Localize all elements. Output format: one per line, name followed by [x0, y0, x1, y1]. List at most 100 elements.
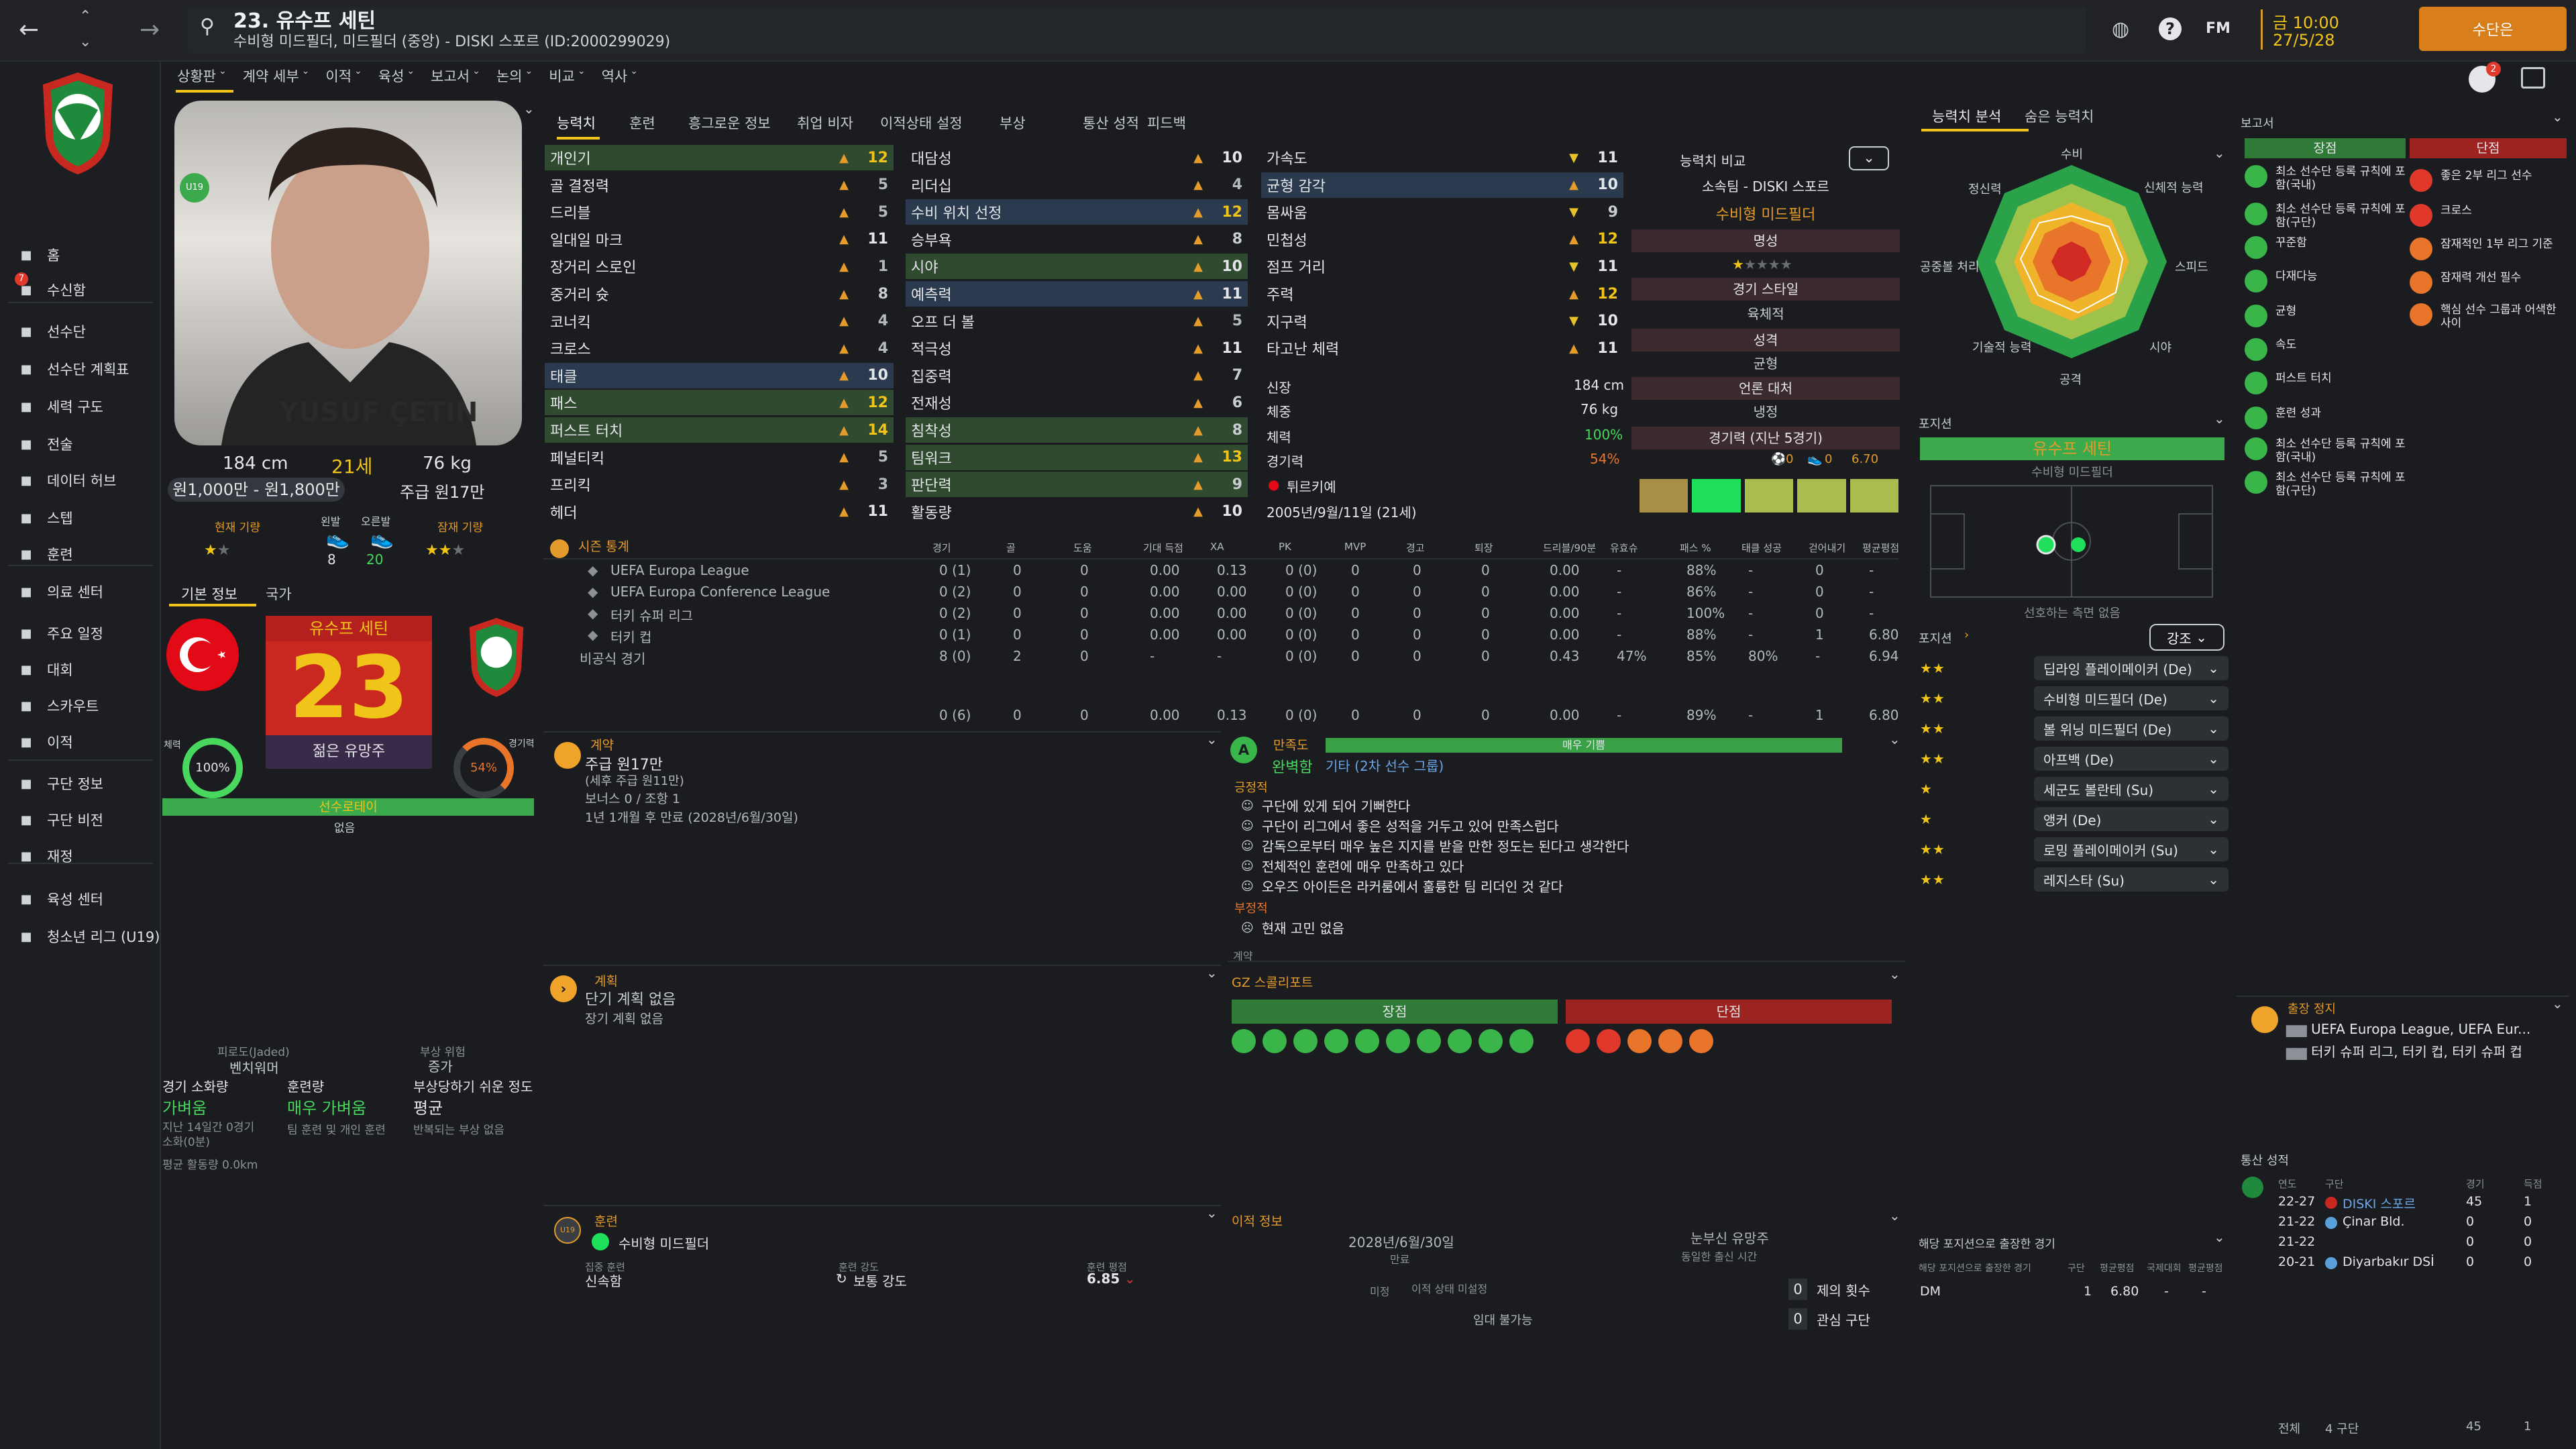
- weakness-icon[interactable]: [2410, 271, 2432, 294]
- highlight-button[interactable]: 강조 ⌄: [2149, 624, 2224, 651]
- role-row[interactable]: ★★ 딥라잉 플레이메이커 (De) ⌄: [1920, 655, 2229, 682]
- group-icon[interactable]: [1689, 1029, 1713, 1053]
- role-dropdown[interactable]: 수비형 미드필더 (De) ⌄: [2034, 686, 2229, 710]
- attr-compare-dropdown[interactable]: ⌄: [1849, 146, 1889, 170]
- role-dropdown[interactable]: 볼 위닝 미드필더 (De) ⌄: [2034, 716, 2229, 741]
- roster-icon[interactable]: [1479, 1029, 1503, 1053]
- transfer-title[interactable]: 이적 정보: [1232, 1214, 1283, 1229]
- subnav-item-6[interactable]: 논의: [496, 68, 523, 85]
- strength-icon[interactable]: [2245, 372, 2267, 394]
- training-icon[interactable]: [1448, 1029, 1472, 1053]
- transfer-value[interactable]: 원1,000만 - 원1,800만: [168, 478, 345, 502]
- subnav-item-7[interactable]: 비교: [549, 68, 575, 85]
- help-icon[interactable]: ?: [2159, 17, 2182, 40]
- position-chevron-icon[interactable]: ⌄: [2214, 411, 2225, 427]
- search-icon[interactable]: ⚲: [200, 15, 215, 38]
- sidebar-item-1[interactable]: ■ 홈: [17, 241, 60, 268]
- role-dropdown[interactable]: 레지스타 (Su) ⌄: [2034, 867, 2229, 892]
- happiness-chevron-icon[interactable]: ⌄: [1889, 731, 1900, 747]
- sidebar-item-9[interactable]: ■ 훈련: [17, 541, 72, 568]
- tab-hidden-attr[interactable]: 숨은 능력치: [2025, 109, 2094, 125]
- down-chevron-icon[interactable]: ⌄: [79, 34, 92, 50]
- strength-icon[interactable]: [2245, 270, 2267, 292]
- tab-basic-info[interactable]: 기본 정보: [181, 586, 237, 602]
- tab-2[interactable]: 훈련: [629, 115, 655, 131]
- sidebar-item-3[interactable]: ■ 선수단: [17, 318, 85, 345]
- potential-icon[interactable]: [1658, 1029, 1682, 1053]
- tab-3[interactable]: 흥그로운 정보: [688, 115, 771, 131]
- sidebar-item-18[interactable]: ■ 육성 센터: [17, 885, 103, 912]
- pos-exp-chevron-icon[interactable]: ⌄: [2214, 1229, 2225, 1245]
- weakness-icon[interactable]: [2410, 237, 2432, 260]
- strength-icon[interactable]: [2245, 338, 2267, 361]
- club-crest-logo[interactable]: [38, 70, 118, 177]
- sidebar-item-7[interactable]: ■ 데이터 허브: [17, 467, 116, 494]
- strength-icon[interactable]: [2245, 437, 2267, 460]
- role-row[interactable]: ★★ 볼 위닝 미드필더 (De) ⌄: [1920, 715, 2229, 742]
- sidebar-item-8[interactable]: ■ 스텝: [17, 504, 72, 531]
- forward-arrow-icon[interactable]: →: [140, 16, 160, 44]
- sidebar-item-19[interactable]: ■ 청소년 리그 (U19): [17, 923, 160, 950]
- role-dropdown[interactable]: 앵커 (De) ⌄: [2034, 807, 2229, 831]
- training-chevron-icon[interactable]: ⌄: [1206, 1205, 1218, 1221]
- season-stats-title[interactable]: 시즌 통계: [578, 539, 629, 554]
- star-icon[interactable]: [1566, 1029, 1590, 1053]
- target-icon[interactable]: [1293, 1029, 1318, 1053]
- sidebar-item-5[interactable]: ■ 세력 구도: [17, 393, 103, 420]
- tab-nation[interactable]: 국가: [266, 586, 292, 602]
- happiness-title[interactable]: 만족도: [1273, 738, 1309, 753]
- globe-icon[interactable]: ◍: [2112, 17, 2130, 41]
- tab-attr-analysis[interactable]: 능력치 분석: [1932, 109, 2002, 125]
- role-row[interactable]: ★★ 아프백 (De) ⌄: [1920, 745, 2229, 772]
- plan-title[interactable]: 계획: [594, 974, 618, 989]
- subnav-item-5[interactable]: 보고서: [431, 68, 470, 85]
- suspension-chevron-icon[interactable]: ⌄: [2552, 996, 2563, 1012]
- versatile-icon[interactable]: [1324, 1029, 1348, 1053]
- role-dropdown[interactable]: 로밍 플레이메이커 (Su) ⌄: [2034, 837, 2229, 861]
- layout-icon[interactable]: [2521, 67, 2545, 89]
- contract-title[interactable]: 계약: [590, 738, 614, 753]
- contract-chevron-icon[interactable]: ⌄: [1206, 731, 1218, 747]
- subnav-item-8[interactable]: 역사: [601, 68, 628, 85]
- sidebar-item-11[interactable]: ■ 주요 일정: [17, 620, 103, 647]
- subnav-item-4[interactable]: 육성: [378, 68, 405, 85]
- sidebar-item-16[interactable]: ■ 구단 비전: [17, 806, 103, 833]
- collapse-chevron-icon[interactable]: ⌄: [523, 101, 535, 117]
- tab-5[interactable]: 이적상태 설정: [880, 115, 963, 131]
- role-row[interactable]: ★ 세군도 볼란테 (Su) ⌄: [1920, 775, 2229, 802]
- continue-button[interactable]: 수단은: [2419, 7, 2567, 51]
- sidebar-item-6[interactable]: ■ 전술: [17, 431, 72, 458]
- subnav-item-1[interactable]: 상황판: [177, 68, 216, 85]
- back-arrow-icon[interactable]: ←: [19, 16, 40, 44]
- club-position[interactable]: 수비형 미드필더: [1715, 207, 1816, 223]
- tab-1[interactable]: 능력치: [557, 115, 596, 131]
- strength-icon[interactable]: [2245, 305, 2267, 327]
- sidebar-item-4[interactable]: ■ 선수단 계획표: [17, 356, 129, 382]
- sidebar-item-17[interactable]: ■ 재정: [17, 843, 72, 869]
- sidebar-item-13[interactable]: ■ 스카우트: [17, 692, 99, 719]
- tab-7[interactable]: 통산 성적: [1083, 115, 1139, 131]
- weakness-icon[interactable]: [2410, 204, 2432, 227]
- subnav-item-2[interactable]: 계약 세부: [242, 68, 299, 85]
- tab-6[interactable]: 부상: [1000, 115, 1026, 131]
- up-chevron-icon[interactable]: ⌃: [79, 8, 92, 25]
- first-touch-icon[interactable]: [1417, 1029, 1441, 1053]
- role-dropdown[interactable]: 아프백 (De) ⌄: [2034, 747, 2229, 771]
- trend-icon[interactable]: [1627, 1029, 1652, 1053]
- roster-icon[interactable]: [1232, 1029, 1256, 1053]
- sidebar-item-14[interactable]: ■ 이적: [17, 729, 72, 755]
- sidebar-item-15[interactable]: ■ 구단 정보: [17, 770, 103, 797]
- plan-chevron-icon[interactable]: ⌄: [1206, 965, 1218, 981]
- strength-icon[interactable]: [2245, 236, 2267, 259]
- transfer-chevron-icon[interactable]: ⌄: [1889, 1208, 1900, 1224]
- search-field[interactable]: [188, 7, 2086, 54]
- strength-icon[interactable]: [2245, 471, 2267, 494]
- roster-icon[interactable]: [1509, 1029, 1534, 1053]
- report-chevron-icon[interactable]: ⌄: [2552, 109, 2563, 125]
- sidebar-item-2[interactable]: ■ 수신함 7: [15, 272, 86, 303]
- weakness-icon[interactable]: [2410, 303, 2432, 326]
- tab-8[interactable]: 피드백: [1147, 115, 1186, 131]
- gz-chevron-icon[interactable]: ⌄: [1889, 966, 1900, 982]
- sidebar-item-12[interactable]: ■ 대회: [17, 656, 72, 683]
- strength-icon[interactable]: [2245, 165, 2267, 188]
